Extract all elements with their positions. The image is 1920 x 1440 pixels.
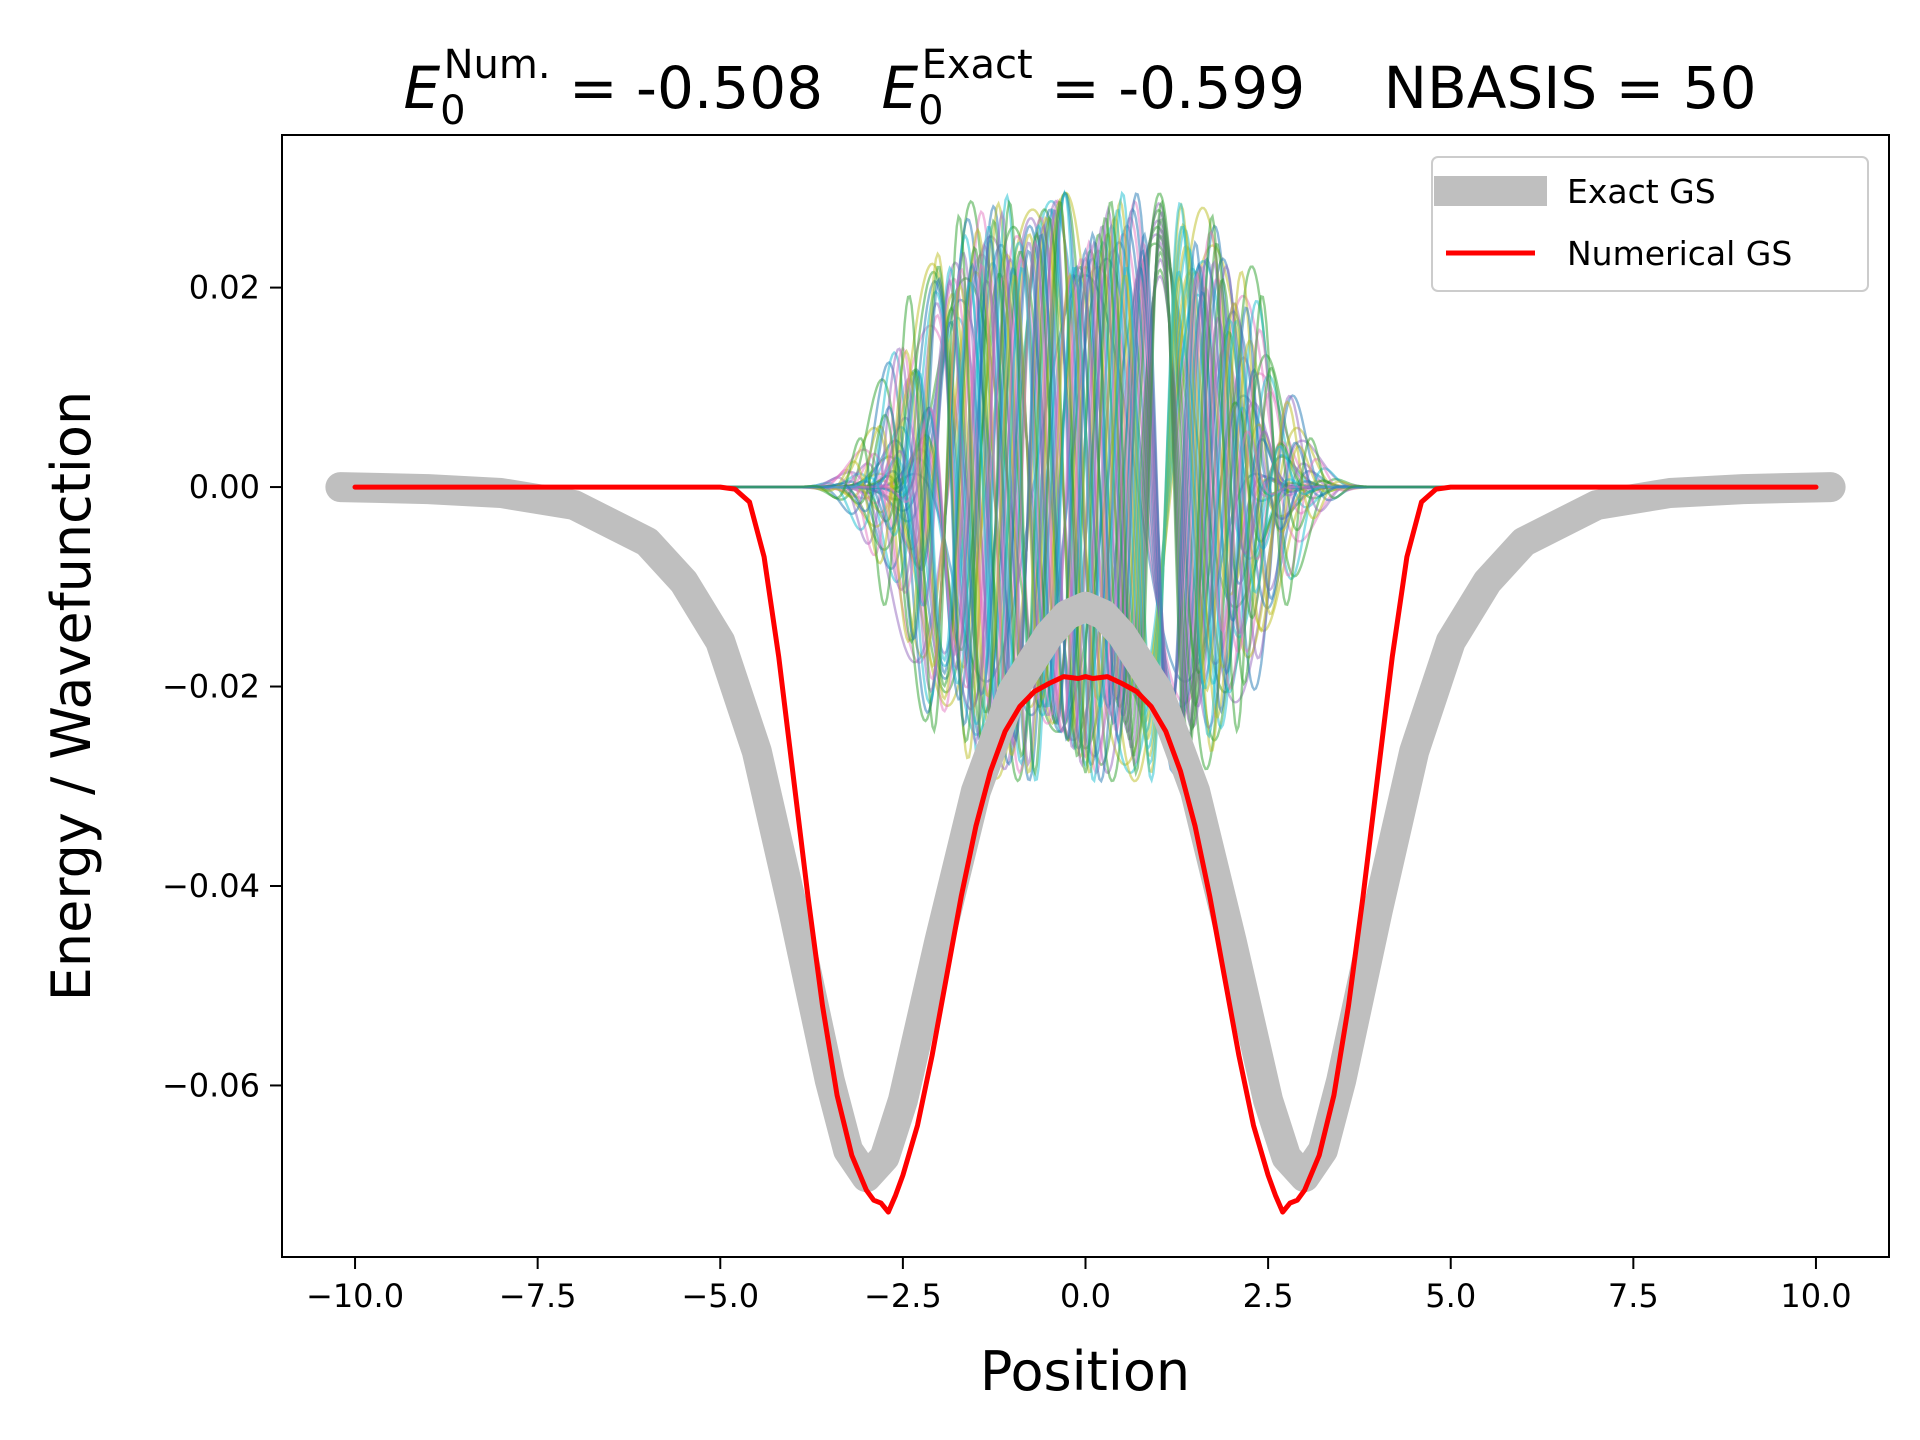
series-lines	[325, 472, 1846, 1215]
title-exact-symbol: E	[881, 54, 918, 122]
x-axis-ticks: −10.0 −7.5 −5.0 −2.5 0.0 2.5 5.0 7.5 10.0	[306, 1257, 1852, 1315]
chart-title: E0Num. = -0.508 E0Exact = -0.599 NBASIS …	[404, 42, 1757, 134]
y-tick-label: −0.06	[162, 1066, 260, 1104]
x-tick-label: −2.5	[864, 1277, 942, 1315]
series-line-exact-gs	[325, 472, 1846, 1193]
x-tick-label: −10.0	[306, 1277, 404, 1315]
title-num-value: = -0.508	[551, 54, 823, 122]
x-tick-label: −7.5	[499, 1277, 577, 1315]
basis-function-line	[720, 266, 1451, 708]
title-num-symbol: E	[404, 54, 441, 122]
y-axis-label: Energy / Wavefunction	[40, 391, 103, 1001]
y-tick-label: 0.00	[189, 468, 260, 506]
title-num-sub: 0	[440, 88, 465, 134]
basis-function-line	[720, 199, 1451, 778]
series-line-numerical-gs	[352, 484, 1819, 1215]
y-tick-label: −0.02	[162, 668, 260, 706]
y-tick-label: −0.04	[162, 867, 260, 905]
x-tick-label: 10.0	[1780, 1277, 1851, 1315]
x-tick-label: 5.0	[1425, 1277, 1476, 1315]
x-tick-label: −5.0	[681, 1277, 759, 1315]
legend: Exact GS Numerical GS	[1431, 156, 1869, 292]
basis-functions	[720, 189, 1451, 784]
title-exact-sup: Exact	[922, 42, 1033, 88]
y-axis-ticks: 0.02 0.00 −0.02 −0.04 −0.06	[162, 269, 282, 1104]
title-exact-value: = -0.599	[1033, 54, 1305, 122]
x-tick-label: 0.0	[1060, 1277, 1111, 1315]
legend-label-numerical: Numerical GS	[1567, 234, 1792, 273]
y-tick-label: 0.02	[189, 269, 260, 307]
title-num-sup: Num.	[444, 42, 551, 88]
title-exact-sub: 0	[918, 88, 943, 134]
x-tick-label: 7.5	[1608, 1277, 1659, 1315]
basis-function-line	[720, 230, 1451, 745]
x-tick-label: 2.5	[1243, 1277, 1294, 1315]
legend-label-exact: Exact GS	[1567, 172, 1716, 211]
title-nbasis: NBASIS = 50	[1384, 54, 1757, 122]
plot-area	[325, 189, 1846, 1215]
x-axis-label: Position	[980, 1340, 1190, 1403]
